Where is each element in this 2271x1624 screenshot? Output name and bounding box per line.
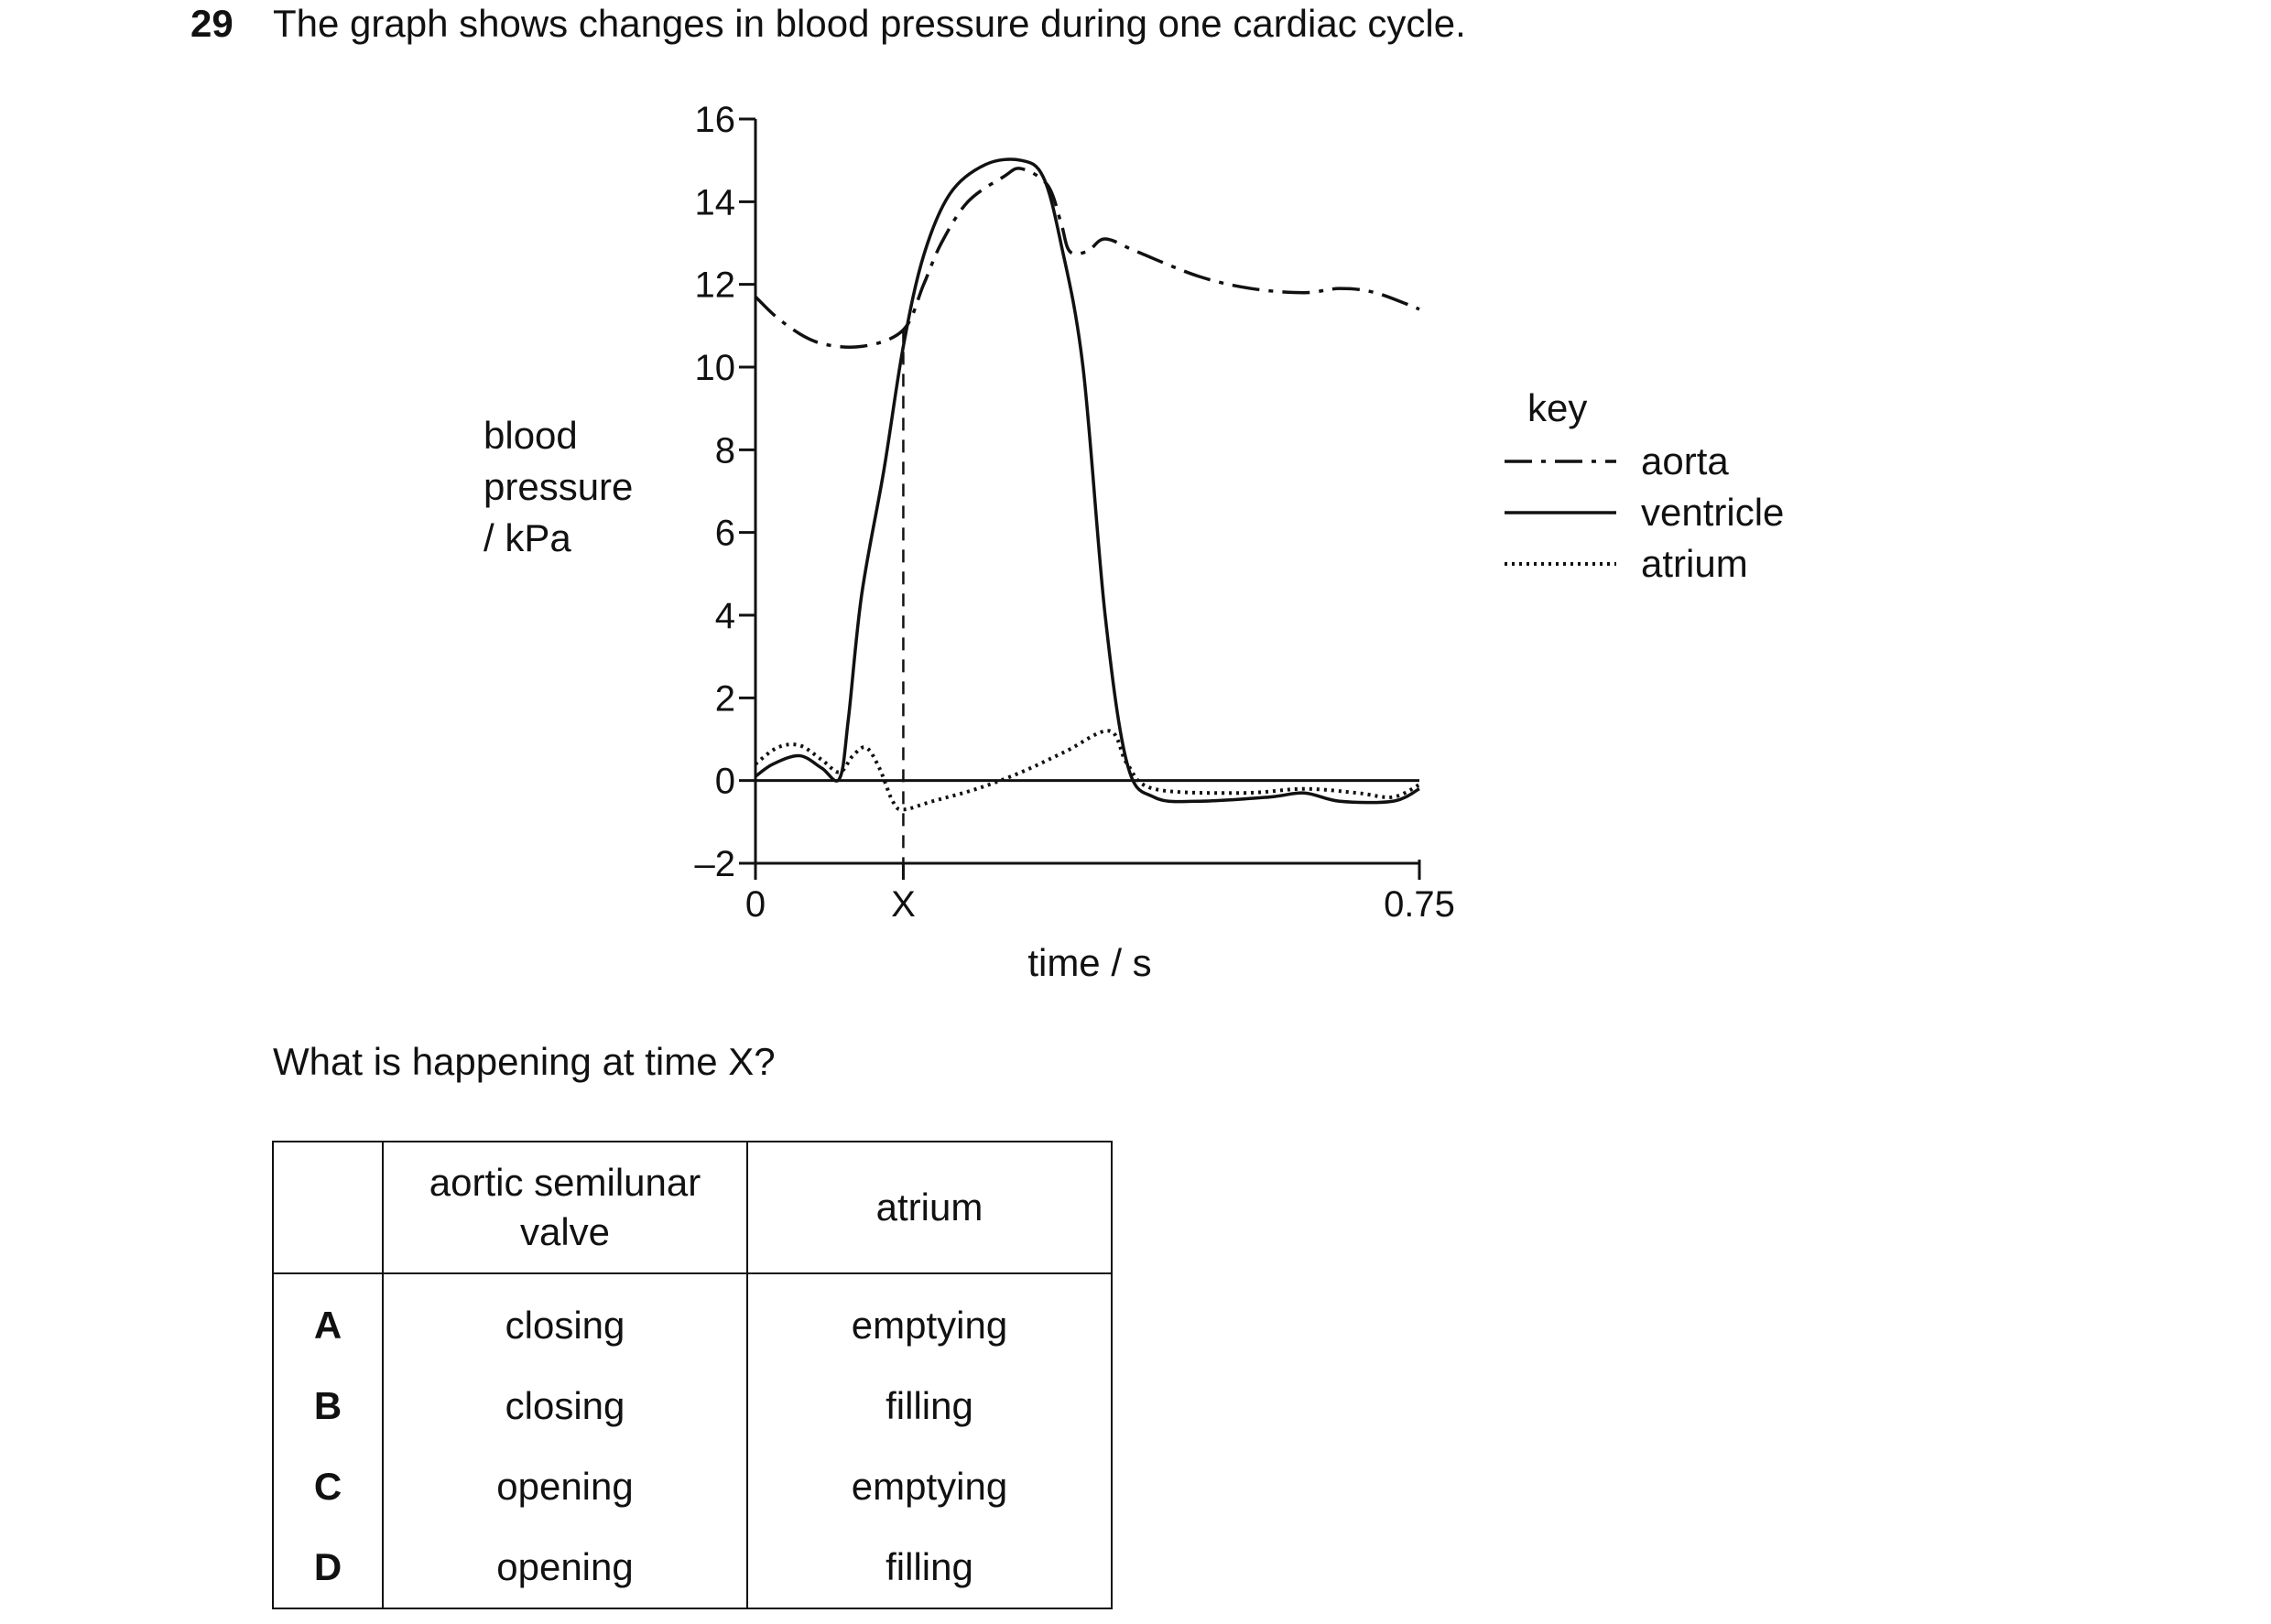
option-row-b[interactable]: B closing filling — [272, 1366, 1113, 1446]
option-valve: opening — [382, 1527, 748, 1609]
series-lines — [754, 157, 1420, 812]
y-tick-label: 6 — [715, 514, 735, 554]
option-letter: B — [272, 1366, 384, 1446]
valve-header-line-2: valve — [519, 1210, 611, 1253]
option-valve: opening — [382, 1446, 748, 1527]
axes — [754, 119, 1419, 865]
x-tick-label: 0 — [745, 884, 766, 925]
legend-label-atrium: atrium — [1641, 542, 1748, 585]
answer-options-table: aortic semilunar valve atrium A closing … — [272, 1141, 1113, 1609]
legend-label-ventricle: ventricle — [1641, 491, 1784, 534]
y-axis-label-line: / kPa — [484, 516, 571, 559]
option-row-d[interactable]: D opening filling — [272, 1527, 1113, 1609]
series-atrium-line — [754, 729, 1420, 812]
legend-label-aorta: aorta — [1641, 439, 1729, 482]
option-atrium: filling — [746, 1366, 1113, 1446]
y-tick-label: 8 — [715, 430, 735, 471]
option-atrium: filling — [746, 1527, 1113, 1609]
option-atrium: emptying — [746, 1273, 1113, 1366]
option-letter: C — [272, 1446, 384, 1527]
x-tick-label: 0.75 — [1384, 884, 1455, 925]
option-row-a[interactable]: A closing emptying — [272, 1273, 1113, 1366]
option-valve: closing — [382, 1366, 748, 1446]
y-tick-label: 0 — [715, 762, 735, 802]
y-tick-label: 16 — [695, 100, 736, 140]
question-number: 29 — [190, 2, 234, 45]
table-header-atrium: atrium — [746, 1141, 1113, 1274]
y-tick-label: 2 — [715, 678, 735, 719]
y-tick-label: –2 — [695, 844, 736, 884]
option-atrium: emptying — [746, 1446, 1113, 1527]
question-prompt: What is happening at time X? — [273, 1040, 776, 1083]
y-axis-label-line: blood — [484, 414, 578, 457]
y-tick-label: 14 — [695, 182, 736, 222]
legend-title: key — [1527, 386, 1587, 429]
series-aorta-line — [754, 167, 1420, 350]
y-tick-label: 10 — [695, 348, 736, 388]
x-tick-label: X — [891, 884, 916, 925]
option-row-c[interactable]: C opening emptying — [272, 1446, 1113, 1527]
option-letter: A — [272, 1273, 384, 1366]
y-tick-label: 4 — [715, 596, 735, 636]
axis-labels: blood pressure / kPa time / s — [484, 414, 1152, 984]
legend: key aorta ventricle atrium — [1505, 386, 1784, 585]
table-header-valve: aortic semilunar valve — [382, 1141, 748, 1274]
question-text: The graph shows changes in blood pressur… — [273, 2, 1466, 45]
valve-header-line-1: aortic semilunar — [429, 1161, 701, 1204]
option-valve: closing — [382, 1273, 748, 1366]
y-tick-label: 12 — [695, 265, 736, 306]
option-letter: D — [272, 1527, 384, 1609]
table-header-letter — [272, 1141, 384, 1274]
y-axis-label-line: pressure — [484, 465, 633, 508]
x-axis-label: time / s — [1027, 941, 1151, 984]
series-ventricle-line — [754, 157, 1420, 805]
